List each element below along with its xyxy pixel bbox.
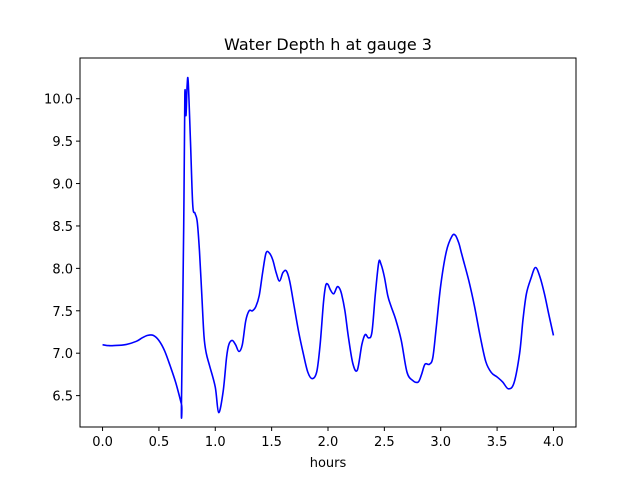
y-tick-label: 10.0 [44, 93, 73, 108]
x-tick-label: 3.5 [487, 435, 508, 450]
series-layer [102, 76, 555, 419]
x-tick-label: 2.0 [318, 435, 339, 450]
x-axis: 0.0 0.5 1.0 1.5 2.0 2.5 3.0 3.5 4.0 [92, 427, 564, 450]
y-tick-label: 9.5 [52, 135, 73, 150]
x-tick-label: 1.5 [261, 435, 282, 450]
x-axis-label: hours [310, 456, 347, 471]
x-tick-label: 0.0 [92, 435, 113, 450]
x-tick-label: 2.5 [374, 435, 395, 450]
x-tick-label: 1.0 [205, 435, 226, 450]
series-line-0 [102, 76, 555, 419]
y-tick-label: 7.0 [52, 347, 73, 362]
y-tick-label: 8.0 [52, 262, 73, 277]
y-tick-label: 6.5 [52, 390, 73, 405]
plot-frame [79, 57, 577, 428]
x-tick-label: 0.5 [149, 435, 170, 450]
x-tick-label: 3.0 [430, 435, 451, 450]
chart-title: Water Depth h at gauge 3 [224, 35, 432, 54]
y-tick-label: 7.5 [52, 305, 73, 320]
y-tick-label: 9.0 [52, 178, 73, 193]
x-tick-label: 4.0 [543, 435, 564, 450]
y-tick-label: 8.5 [52, 220, 73, 235]
y-axis: 6.5 7.0 7.5 8.0 8.5 9.0 9.5 10.0 [44, 93, 80, 405]
